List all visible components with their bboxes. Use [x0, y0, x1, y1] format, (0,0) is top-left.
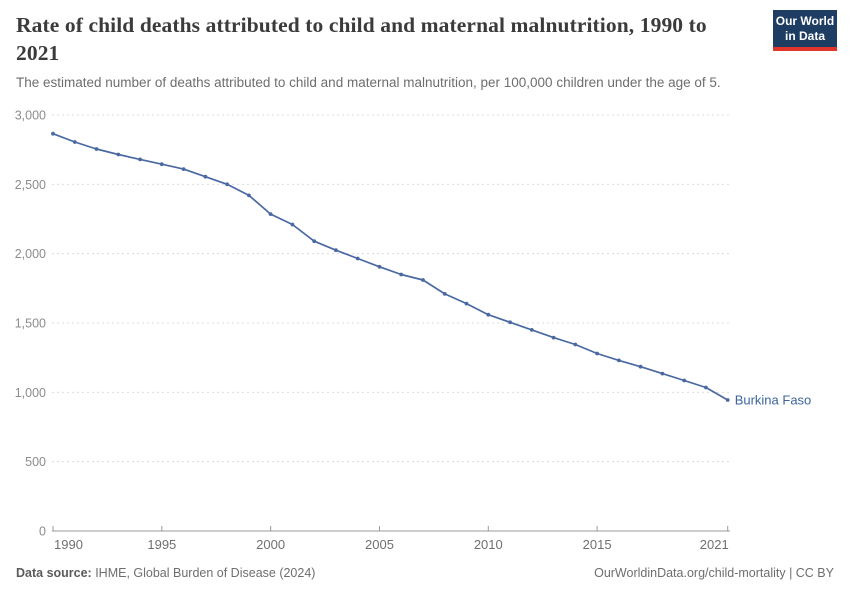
x-tick-label-2010: 2010 [474, 537, 503, 552]
y-tick-label-2000: 2,000 [15, 247, 46, 261]
footer-datasource: Data source: IHME, Global Burden of Dise… [16, 566, 315, 580]
data-point-2012[interactable] [529, 328, 534, 332]
x-tick-label-2015: 2015 [583, 537, 612, 552]
owid-logo[interactable]: Our World in Data [773, 10, 837, 51]
series-line-burkina-faso[interactable] [52, 132, 729, 401]
owid-logo-line1: Our World [775, 14, 835, 29]
data-point-2002[interactable] [312, 239, 317, 244]
x-tick-label-1995: 1995 [147, 537, 176, 552]
line-chart-canvas: 0 500 1,000 1,500 2,000 2,500 3,000 1990 1995 200… [15, 109, 812, 553]
data-point-1991[interactable] [72, 140, 77, 144]
chart-title: Rate of child deaths attributed to child… [16, 13, 707, 65]
chart-subtitle: The estimated number of deaths attribute… [16, 75, 721, 90]
data-point-2014[interactable] [573, 342, 578, 347]
x-tick-label-2000: 2000 [256, 537, 285, 552]
data-point-2009[interactable] [464, 301, 469, 306]
data-point-2006[interactable] [399, 272, 404, 277]
y-tick-label-1500: 1,500 [15, 317, 46, 331]
data-point-2010[interactable] [486, 312, 491, 317]
owid-logo-line2: in Data [784, 28, 825, 43]
data-point-2003[interactable] [334, 248, 338, 253]
data-point-1998[interactable] [225, 182, 230, 187]
data-point-2004[interactable] [355, 256, 360, 261]
data-point-2015[interactable] [595, 351, 599, 356]
data-point-2021[interactable] [725, 398, 730, 402]
footer: Data source: IHME, Global Burden of Dise… [16, 566, 834, 580]
data-point-2000[interactable] [268, 212, 273, 217]
data-point-2016[interactable] [617, 358, 621, 363]
footer-citation-link[interactable]: OurWorldinData.org/child-mortality | CC … [594, 566, 834, 580]
datasource-value: IHME, Global Burden of Disease (2024) [91, 566, 316, 580]
data-point-2019[interactable] [682, 378, 687, 383]
data-point-1995[interactable] [159, 162, 164, 167]
data-point-2017[interactable] [638, 364, 643, 369]
y-tick-label-3000: 3,000 [15, 109, 46, 123]
data-point-2013[interactable] [551, 335, 556, 340]
data-point-2011[interactable] [508, 320, 512, 325]
y-tick-label-1000: 1,000 [15, 386, 46, 400]
series-end-label-burkina-faso[interactable]: Burkina Faso [735, 392, 812, 407]
x-tick-label-2005: 2005 [365, 537, 394, 552]
x-tick-label-1990: 1990 [54, 537, 83, 552]
y-tick-label-500: 500 [25, 455, 46, 469]
data-point-2005[interactable] [377, 264, 382, 269]
data-point-1992[interactable] [94, 147, 99, 151]
data-point-2008[interactable] [442, 292, 447, 296]
data-point-1996[interactable] [181, 167, 186, 172]
data-point-1990[interactable] [51, 131, 55, 136]
data-point-1997[interactable] [203, 174, 208, 179]
data-point-2018[interactable] [660, 371, 665, 376]
data-point-1993[interactable] [116, 152, 121, 157]
x-tick-label-2021: 2021 [700, 537, 729, 552]
data-point-1994[interactable] [138, 157, 143, 162]
datasource-label: Data source: [16, 566, 92, 580]
data-point-2001[interactable] [290, 222, 295, 227]
y-tick-label-2500: 2,500 [15, 178, 46, 192]
data-point-2007[interactable] [421, 278, 425, 282]
y-tick-label-0: 0 [39, 525, 46, 539]
data-point-2020[interactable] [704, 385, 708, 390]
data-point-1999[interactable] [247, 193, 251, 198]
